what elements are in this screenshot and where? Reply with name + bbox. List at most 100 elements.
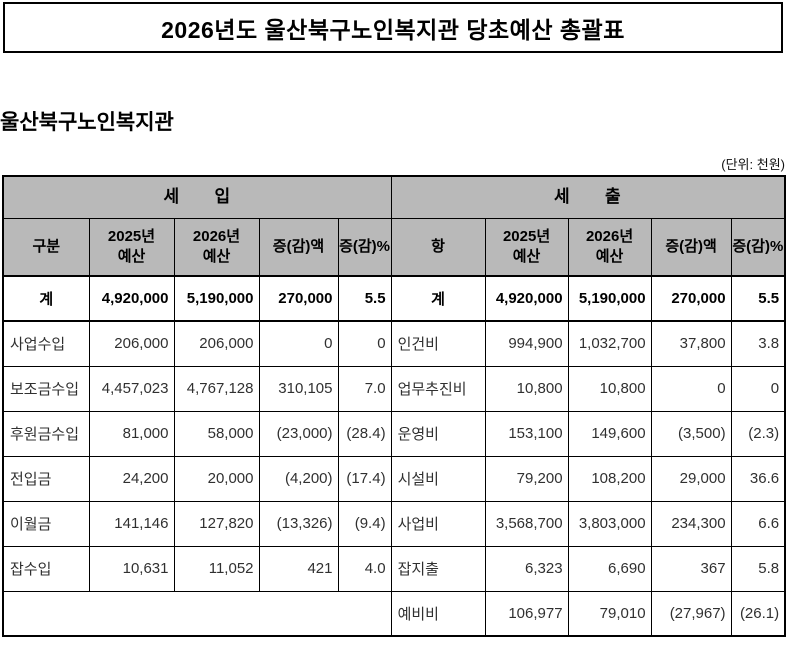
expenditure-cell: (2.3) [730, 410, 786, 457]
expenditure-cell: 79,200 [484, 455, 569, 502]
revenue-item-label: 사업수입 [2, 320, 90, 367]
table-row: 예비비 106,977 79,010 (27,967) (26.1) [2, 590, 786, 637]
expenditure-cell: 5.8 [730, 545, 786, 592]
expenditure-cell: 994,900 [484, 320, 569, 367]
revenue-cell: (17.4) [337, 455, 392, 502]
revenue-total-2026: 5,190,000 [173, 275, 260, 322]
report-title: 2026년도 울산북구노인복지관 당초예산 총괄표 [161, 16, 625, 43]
revenue-item-label: 잡수입 [2, 545, 90, 592]
table-row: 잡수입 10,631 11,052 421 4.0 잡지출 6,323 6,69… [2, 545, 786, 592]
revenue-item-label: 전입금 [2, 455, 90, 502]
table-row: 이월금 141,146 127,820 (13,326) (9.4) 사업비 3… [2, 500, 786, 547]
expenditure-cell: 367 [650, 545, 732, 592]
expenditure-section-header: 세 출 [390, 175, 786, 219]
organization-name: 울산북구노인복지관 [0, 111, 174, 134]
expenditure-cell: 6,690 [567, 545, 652, 592]
expenditure-cell: 0 [650, 365, 732, 412]
revenue-cell: 10,631 [88, 545, 175, 592]
revenue-cell: 20,000 [173, 455, 260, 502]
expenditure-col-2025: 2025년 예산 [484, 217, 569, 277]
revenue-total-2025: 4,920,000 [88, 275, 175, 322]
expenditure-total-label: 계 [390, 275, 486, 322]
revenue-cell: 7.0 [337, 365, 392, 412]
revenue-cell: 421 [258, 545, 339, 592]
expenditure-cell: 10,800 [567, 365, 652, 412]
expenditure-item-label: 인건비 [390, 320, 486, 367]
expenditure-item-label: 운영비 [390, 410, 486, 457]
revenue-cell: 81,000 [88, 410, 175, 457]
expenditure-total-change-amount: 270,000 [650, 275, 732, 322]
expenditure-cell: 3,803,000 [567, 500, 652, 547]
expenditure-cell: 6.6 [730, 500, 786, 547]
revenue-item-label: 보조금수입 [2, 365, 90, 412]
revenue-cell: 141,146 [88, 500, 175, 547]
revenue-cell: (4,200) [258, 455, 339, 502]
expenditure-cell: 6,323 [484, 545, 569, 592]
revenue-col-2026: 2026년 예산 [173, 217, 260, 277]
revenue-cell: 24,200 [88, 455, 175, 502]
expenditure-cell: (27,967) [650, 590, 732, 637]
expenditure-cell: (3,500) [650, 410, 732, 457]
expenditure-cell: 153,100 [484, 410, 569, 457]
expenditure-col-2026: 2026년 예산 [567, 217, 652, 277]
revenue-col-change-percent: 증(감)% [337, 217, 392, 277]
revenue-cell: (23,000) [258, 410, 339, 457]
revenue-cell: (9.4) [337, 500, 392, 547]
expenditure-cell: 108,200 [567, 455, 652, 502]
revenue-cell: 206,000 [173, 320, 260, 367]
revenue-total-change-percent: 5.5 [337, 275, 392, 322]
expenditure-cell: 36.6 [730, 455, 786, 502]
revenue-cell: 127,820 [173, 500, 260, 547]
revenue-section-header: 세 입 [2, 175, 392, 219]
report-title-box: 2026년도 울산북구노인복지관 당초예산 총괄표 [3, 2, 783, 53]
expenditure-cell: 149,600 [567, 410, 652, 457]
revenue-col-change-amount: 증(감)액 [258, 217, 339, 277]
revenue-cell: 0 [258, 320, 339, 367]
revenue-empty-cell [2, 590, 392, 637]
revenue-cell: 4.0 [337, 545, 392, 592]
expenditure-total-2026: 5,190,000 [567, 275, 652, 322]
expenditure-col-change-percent: 증(감)% [730, 217, 786, 277]
table-row: 전입금 24,200 20,000 (4,200) (17.4) 시설비 79,… [2, 455, 786, 502]
expenditure-cell: 10,800 [484, 365, 569, 412]
revenue-col-category: 구분 [2, 217, 90, 277]
expenditure-cell: 29,000 [650, 455, 732, 502]
unit-note: (단위: 천원) [721, 157, 785, 172]
table-row: 후원금수입 81,000 58,000 (23,000) (28.4) 운영비 … [2, 410, 786, 457]
revenue-col-2025: 2025년 예산 [88, 217, 175, 277]
revenue-cell: 0 [337, 320, 392, 367]
budget-summary-table: 세 입 세 출 구분 2025년 예산 2026년 예산 증(감)액 증(감)%… [2, 175, 786, 637]
expenditure-cell: 234,300 [650, 500, 732, 547]
expenditure-cell: 106,977 [484, 590, 569, 637]
revenue-cell: (13,326) [258, 500, 339, 547]
total-row: 계 4,920,000 5,190,000 270,000 5.5 계 4,92… [2, 275, 786, 322]
expenditure-col-category: 항 [390, 217, 486, 277]
expenditure-item-label: 잡지출 [390, 545, 486, 592]
expenditure-cell: 0 [730, 365, 786, 412]
expenditure-total-change-percent: 5.5 [730, 275, 786, 322]
revenue-cell: (28.4) [337, 410, 392, 457]
expenditure-cell: 1,032,700 [567, 320, 652, 367]
expenditure-cell: 37,800 [650, 320, 732, 367]
expenditure-item-label: 예비비 [390, 590, 486, 637]
revenue-cell: 4,767,128 [173, 365, 260, 412]
expenditure-item-label: 사업비 [390, 500, 486, 547]
revenue-total-label: 계 [2, 275, 90, 322]
table-row: 보조금수입 4,457,023 4,767,128 310,105 7.0 업무… [2, 365, 786, 412]
expenditure-col-change-amount: 증(감)액 [650, 217, 732, 277]
expenditure-cell: 3.8 [730, 320, 786, 367]
revenue-cell: 206,000 [88, 320, 175, 367]
revenue-total-change-amount: 270,000 [258, 275, 339, 322]
expenditure-cell: (26.1) [730, 590, 786, 637]
expenditure-total-2025: 4,920,000 [484, 275, 569, 322]
expenditure-item-label: 업무추진비 [390, 365, 486, 412]
table-row: 사업수입 206,000 206,000 0 0 인건비 994,900 1,0… [2, 320, 786, 367]
revenue-cell: 58,000 [173, 410, 260, 457]
revenue-cell: 11,052 [173, 545, 260, 592]
revenue-item-label: 이월금 [2, 500, 90, 547]
expenditure-cell: 3,568,700 [484, 500, 569, 547]
section-header-row: 세 입 세 출 [2, 175, 786, 219]
column-header-row: 구분 2025년 예산 2026년 예산 증(감)액 증(감)% 항 2025년… [2, 217, 786, 277]
revenue-cell: 4,457,023 [88, 365, 175, 412]
